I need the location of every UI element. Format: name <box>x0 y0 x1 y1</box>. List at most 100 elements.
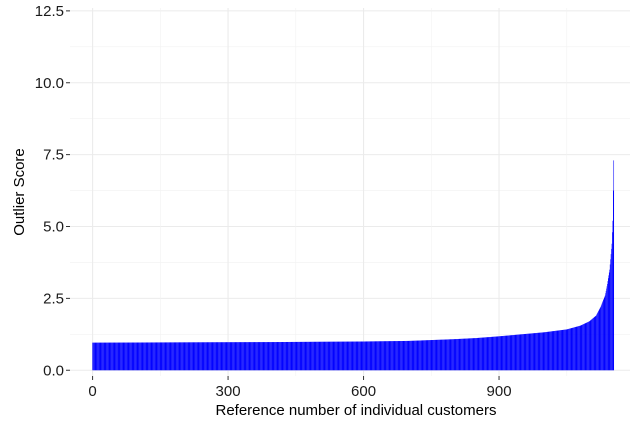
bar <box>145 342 147 371</box>
bar <box>362 341 364 371</box>
plot-panel <box>70 8 630 376</box>
bar <box>434 339 436 371</box>
bar <box>408 340 409 371</box>
bar <box>462 338 463 371</box>
bar <box>574 327 576 371</box>
bar <box>227 342 228 371</box>
bar <box>245 342 246 371</box>
bar <box>576 326 577 371</box>
bar <box>248 342 250 371</box>
bar <box>292 341 293 371</box>
bar <box>336 341 337 371</box>
bar <box>411 340 413 371</box>
bar <box>301 341 302 371</box>
bar <box>295 341 297 371</box>
bar <box>319 341 321 371</box>
bar <box>530 333 531 371</box>
bar <box>267 342 268 371</box>
bar <box>492 336 494 371</box>
bar <box>147 342 148 371</box>
bar <box>143 342 144 371</box>
bar <box>158 342 159 371</box>
bar <box>266 342 268 371</box>
bar <box>559 330 561 371</box>
bar <box>344 341 345 371</box>
bar <box>257 342 259 371</box>
bar <box>287 341 289 371</box>
bar <box>397 341 398 371</box>
bar <box>451 339 452 371</box>
bar <box>335 341 336 371</box>
bar <box>355 341 357 371</box>
bar <box>534 333 536 371</box>
bar <box>436 339 438 371</box>
bar <box>150 342 152 371</box>
bar <box>452 339 454 371</box>
bar <box>578 326 579 371</box>
bar <box>291 341 293 371</box>
bar <box>565 329 567 371</box>
bar <box>300 341 302 371</box>
bar <box>154 342 156 371</box>
grid-lines <box>70 8 630 376</box>
bar <box>195 342 197 371</box>
bar <box>473 338 475 371</box>
bar <box>533 333 534 371</box>
bar <box>149 342 150 371</box>
bar <box>306 341 308 371</box>
bar <box>240 342 242 371</box>
bar <box>347 341 349 371</box>
bar <box>395 341 396 371</box>
bar <box>175 342 177 371</box>
bar <box>375 341 377 371</box>
bar <box>427 340 429 371</box>
bar <box>383 341 385 371</box>
bar <box>443 339 444 371</box>
bar <box>572 327 574 371</box>
bar <box>196 342 197 371</box>
bar <box>358 341 359 371</box>
bar <box>445 339 446 371</box>
bar <box>418 340 420 371</box>
bar <box>517 334 519 371</box>
bar <box>302 341 304 371</box>
bar <box>268 342 269 371</box>
bar <box>119 342 120 371</box>
bar <box>415 340 417 371</box>
bar <box>468 338 469 371</box>
bar <box>239 342 241 371</box>
bar <box>113 342 114 371</box>
bar <box>520 334 521 371</box>
bar <box>441 339 442 371</box>
bar <box>159 342 161 371</box>
bar <box>317 341 319 371</box>
bar <box>205 342 206 371</box>
bar <box>495 336 497 371</box>
bar <box>265 342 267 371</box>
bar <box>251 342 252 371</box>
bar <box>167 342 169 371</box>
bar <box>366 341 368 371</box>
bar <box>160 342 161 371</box>
bar <box>519 334 521 371</box>
bar <box>300 341 301 371</box>
bar <box>264 342 266 371</box>
bar <box>271 342 273 371</box>
bar <box>392 341 394 371</box>
bar <box>242 342 243 371</box>
bar <box>272 342 274 371</box>
bar <box>472 338 473 371</box>
bar <box>393 341 394 371</box>
bar <box>164 342 165 371</box>
bar <box>578 326 580 371</box>
bar <box>133 342 134 371</box>
bar <box>323 341 324 371</box>
bar <box>599 307 601 371</box>
bar <box>515 334 517 371</box>
bar <box>207 342 209 371</box>
bar <box>245 342 247 371</box>
bar <box>99 342 101 371</box>
bar <box>106 342 108 371</box>
bar <box>275 342 277 371</box>
bar <box>498 336 500 371</box>
